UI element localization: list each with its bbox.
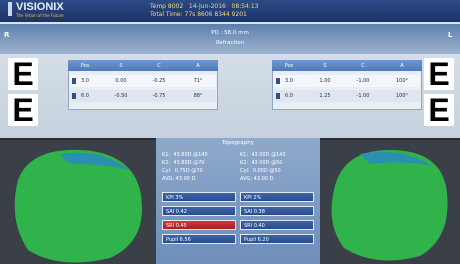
column-header: C xyxy=(140,61,178,71)
left-eye-map xyxy=(320,140,460,264)
column-header: Pos xyxy=(272,61,306,71)
index-box: SRI 0.45 xyxy=(162,220,236,230)
header-line: Total Time: 77s 8606 8344 9201 xyxy=(150,11,247,18)
column-header: Pos xyxy=(68,61,102,71)
refraction-value: 71° xyxy=(178,76,218,86)
k-reading: AVG: 43.00 D xyxy=(240,176,273,182)
refraction-value: -1.00 xyxy=(344,76,382,86)
index-box: SAI 0.42 xyxy=(162,206,236,216)
refraction-value: 88° xyxy=(178,91,218,101)
right-eye-map xyxy=(0,140,156,264)
refraction-value: -0.75 xyxy=(140,91,178,101)
refraction-value: -0.25 xyxy=(140,76,178,86)
index-box: Pupil 6.20 xyxy=(240,234,314,244)
k-reading: K1: 43.00D @140 xyxy=(240,152,286,158)
index-box: SRI 0.40 xyxy=(240,220,314,230)
column-header: C xyxy=(344,61,382,71)
refraction-value: 6.0 xyxy=(272,91,306,101)
k-reading: K1: 43.80D @140 xyxy=(162,152,208,158)
optotype: E xyxy=(424,94,454,126)
refraction-value: 3.0 xyxy=(68,76,102,86)
refraction-value: -0.50 xyxy=(102,91,140,101)
tagline: The Vision of the Future xyxy=(16,13,64,18)
optotype: E xyxy=(424,58,454,90)
logo-mark xyxy=(8,2,12,16)
refraction-value: -1.00 xyxy=(344,91,382,101)
index-box: Pupil 6.56 xyxy=(162,234,236,244)
optotype: E xyxy=(8,58,38,90)
info-band xyxy=(0,24,460,54)
topography-title: Topography xyxy=(156,140,320,146)
optotype: E xyxy=(8,94,38,126)
index-box: KPI 3% xyxy=(162,192,236,202)
refraction-title: Refraction xyxy=(0,40,460,46)
column-header: S xyxy=(102,61,140,71)
header-line: Temp 8002 14-Jun-2016 08:54:13 xyxy=(150,3,259,10)
k-reading: K2: 43.00D @50 xyxy=(240,160,282,166)
brand: VISIONIX xyxy=(16,1,64,13)
refraction-value: 6.0 xyxy=(68,91,102,101)
refraction-value: 100° xyxy=(382,91,422,101)
k-reading: AVG: 43.00 D xyxy=(162,176,195,182)
report-screen: VISIONIX The Vision of the Future Temp 8… xyxy=(0,0,460,264)
k-reading: Cyl: 0.00D @50 xyxy=(240,168,281,174)
index-box: SAI 0.38 xyxy=(240,206,314,216)
refraction-value: 100° xyxy=(382,76,422,86)
pd: PD : 58.0 mm xyxy=(0,30,460,36)
k-reading: K2: 43.80D @70 xyxy=(162,160,204,166)
refraction-value: 1.25 xyxy=(306,91,344,101)
refraction-value: 0.00 xyxy=(102,76,140,86)
index-box: KPI 2% xyxy=(240,192,314,202)
refraction-value: 1.00 xyxy=(306,76,344,86)
column-header: A xyxy=(178,61,218,71)
column-header: S xyxy=(306,61,344,71)
refraction-value: 3.0 xyxy=(272,76,306,86)
k-reading: Cyl: 0.75D @70 xyxy=(162,168,203,174)
column-header: A xyxy=(382,61,422,71)
